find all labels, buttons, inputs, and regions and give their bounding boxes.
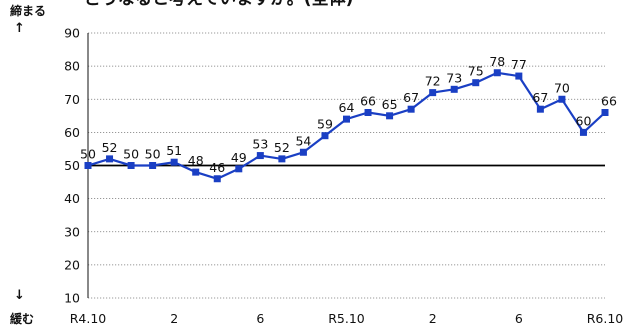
data-point	[192, 168, 200, 176]
data-point	[601, 109, 609, 116]
data-point	[106, 155, 114, 163]
data-point	[256, 152, 264, 160]
data-point	[429, 89, 437, 97]
data-point	[515, 72, 523, 80]
data-point	[558, 95, 566, 103]
data-point	[536, 105, 544, 113]
data-point	[213, 175, 221, 183]
y-tick-label: 70	[64, 92, 80, 107]
data-label: 64	[339, 100, 355, 115]
data-label: 65	[382, 97, 398, 112]
data-point	[278, 155, 286, 163]
data-label: 67	[532, 90, 548, 105]
data-point	[450, 85, 458, 93]
data-label: 53	[252, 137, 268, 152]
data-label: 51	[166, 143, 182, 158]
y-tick-label: 50	[64, 158, 80, 173]
data-label: 75	[468, 64, 484, 79]
data-label: 50	[123, 147, 139, 162]
data-point	[364, 109, 372, 116]
chart-title-fragment: どうなると考えていますか。(全体)	[84, 0, 353, 9]
data-point	[321, 132, 329, 140]
data-point	[343, 115, 350, 123]
data-label: 60	[576, 113, 592, 128]
data-label: 70	[554, 80, 570, 95]
data-point	[472, 79, 480, 87]
data-label: 59	[317, 117, 333, 132]
y-tick-label: 10	[64, 291, 80, 306]
data-label: 66	[601, 94, 617, 109]
data-point	[579, 128, 587, 136]
data-label: 46	[209, 160, 225, 175]
y-tick-label: 80	[64, 59, 80, 74]
y-tick-label: 20	[64, 257, 80, 272]
x-tick-label: 2	[170, 311, 178, 326]
data-label: 50	[145, 147, 161, 162]
y-tick-label: 60	[64, 125, 80, 140]
x-tick-label: R6.10	[587, 311, 624, 326]
data-label: 78	[489, 54, 505, 69]
data-label: 50	[80, 147, 96, 162]
data-point	[127, 162, 135, 169]
data-label: 66	[360, 94, 376, 109]
data-label: 72	[425, 74, 441, 89]
data-point	[299, 148, 307, 156]
down-arrow-icon: ↓	[14, 288, 25, 303]
data-point	[84, 162, 92, 169]
data-label: 77	[511, 57, 527, 72]
data-label: 67	[403, 90, 419, 105]
data-point	[170, 158, 178, 166]
data-point	[386, 112, 394, 120]
y-tick-label: 40	[64, 191, 80, 206]
upper-direction-label: 締まる	[10, 3, 46, 18]
data-label: 54	[295, 133, 311, 148]
data-label: 73	[446, 70, 462, 85]
series-line	[87, 71, 606, 180]
y-tick-label: 30	[64, 224, 80, 239]
data-point	[235, 165, 243, 173]
data-label: 48	[188, 153, 204, 168]
lower-direction-label: 緩む	[10, 311, 34, 326]
data-point	[493, 69, 501, 77]
x-tick-label: 6	[515, 311, 523, 326]
x-tick-label: R4.10	[70, 311, 107, 326]
x-tick-label: 6	[256, 311, 264, 326]
up-arrow-icon: ↑	[14, 21, 25, 36]
x-tick-label: R5.10	[328, 311, 365, 326]
y-tick-label: 90	[64, 26, 80, 41]
data-label: 49	[231, 150, 247, 165]
data-point	[149, 162, 157, 169]
data-label: 52	[274, 140, 290, 155]
data-point	[407, 105, 415, 113]
x-tick-label: 2	[429, 311, 437, 326]
data-label: 52	[102, 140, 118, 155]
